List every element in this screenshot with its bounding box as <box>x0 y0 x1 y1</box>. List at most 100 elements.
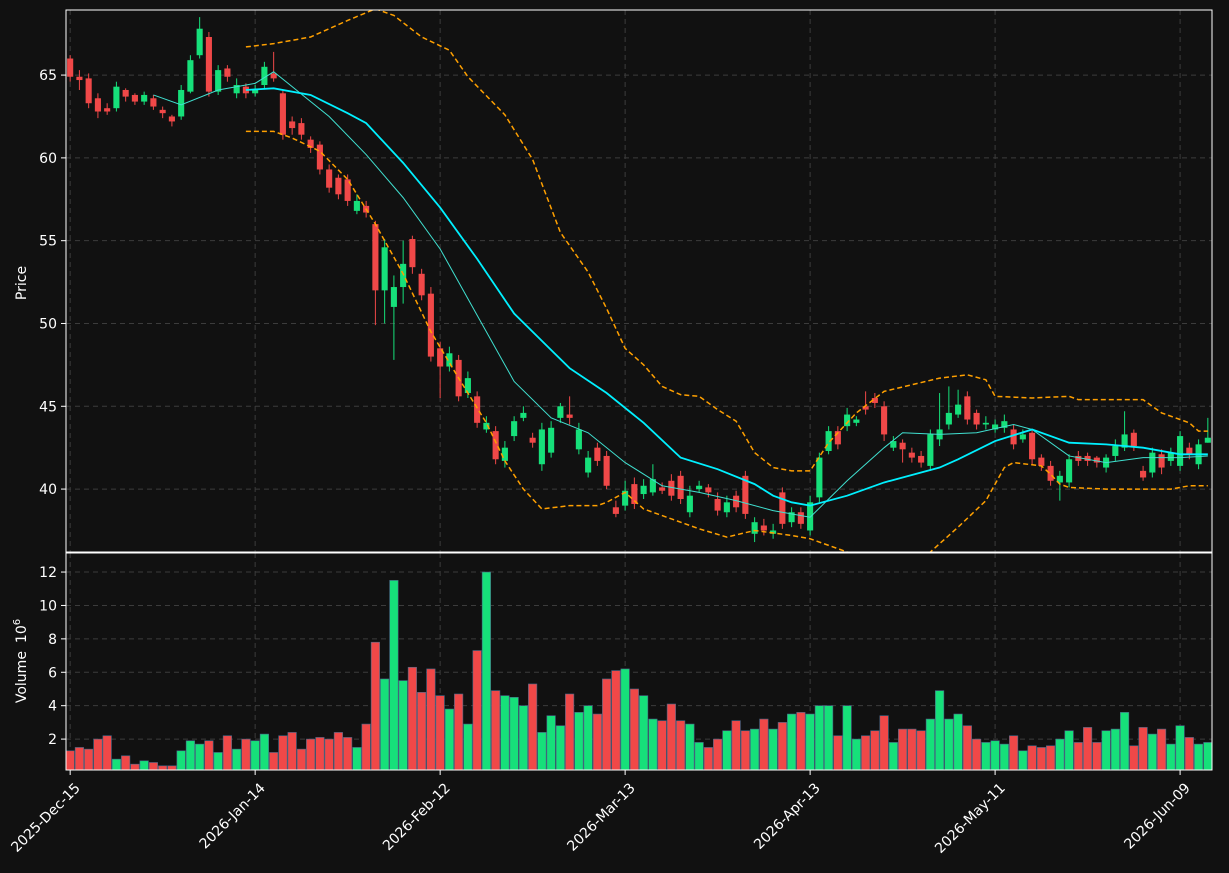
volume-bar <box>389 580 399 770</box>
volume-bar <box>777 722 787 770</box>
candle-body <box>427 293 434 357</box>
volume-bar <box>1073 742 1083 770</box>
candle-body <box>529 437 536 443</box>
candle-body <box>945 412 952 425</box>
candle-body <box>76 76 83 81</box>
candle-body <box>705 487 712 493</box>
candle-body <box>594 447 601 461</box>
volume-bar <box>213 752 223 770</box>
candle-body <box>955 404 962 415</box>
volume-bar <box>74 747 84 770</box>
candle-body <box>409 239 416 268</box>
volume-bar <box>648 718 658 770</box>
x-tick-label: 2025-Dec-15 <box>8 780 83 855</box>
candle-body <box>834 431 841 445</box>
candle-body <box>1158 454 1165 468</box>
candle-body <box>492 431 499 460</box>
candle-body <box>464 378 471 394</box>
volume-bar <box>1092 742 1102 770</box>
candle-body <box>964 396 971 420</box>
volume-y-tick-label: 8 <box>48 632 57 648</box>
candle-body <box>224 68 231 77</box>
y-tick-label: 45 <box>39 399 57 415</box>
candle-body <box>714 499 721 511</box>
volume-bar <box>528 683 538 770</box>
candle-body <box>603 455 610 486</box>
volume-bar <box>731 720 741 770</box>
volume-bar <box>592 713 602 770</box>
volume-bar <box>685 723 695 770</box>
volume-bar <box>1175 725 1185 770</box>
volume-bar <box>361 723 371 770</box>
volume-bar <box>426 668 436 770</box>
volume-bar <box>1110 728 1120 770</box>
volume-bar <box>916 730 926 770</box>
volume-bar <box>629 688 639 770</box>
candle-body <box>122 89 129 97</box>
candle-body <box>94 98 101 112</box>
candle-body <box>538 429 545 465</box>
y-tick-label: 60 <box>39 151 57 167</box>
y-tick-label: 65 <box>39 68 57 84</box>
candle-body <box>1066 459 1073 483</box>
volume-bar <box>944 718 954 770</box>
x-tick-label: 2026-Feb-12 <box>380 780 454 854</box>
volume-bar <box>935 690 945 770</box>
volume-bar <box>1138 727 1148 770</box>
volume-bar <box>611 670 621 770</box>
volume-bar <box>93 738 103 770</box>
volume-bar <box>546 715 556 770</box>
candle-body <box>446 353 453 367</box>
volume-bar <box>907 728 917 770</box>
candle-body <box>1149 452 1156 473</box>
volume-bar <box>176 750 186 770</box>
volume-bar <box>740 730 750 770</box>
candle-body <box>437 348 444 367</box>
candle-body <box>1010 429 1017 445</box>
volume-bar <box>565 693 575 770</box>
volume-bar <box>537 732 547 770</box>
volume-bar <box>925 718 935 770</box>
volume-bar <box>851 738 861 770</box>
candle-body <box>825 431 832 451</box>
volume-bar <box>1184 737 1194 770</box>
candle-body <box>649 479 656 493</box>
candle-body <box>973 412 980 425</box>
volume-bar <box>500 695 510 770</box>
volume-bar <box>694 742 704 770</box>
volume-bar <box>407 666 417 770</box>
volume-bar <box>879 715 889 770</box>
volume-bar <box>343 737 353 770</box>
volume-bar <box>759 718 769 770</box>
volume-bar <box>472 650 482 770</box>
volume-bar <box>1055 738 1065 770</box>
candle-body <box>585 457 592 473</box>
volume-bar <box>241 738 251 770</box>
candle-body <box>566 414 573 418</box>
overlay-line <box>245 87 1208 507</box>
volume-bar <box>1064 730 1074 770</box>
volume-bar <box>259 733 269 770</box>
candle-body <box>908 452 915 458</box>
volume-bar <box>148 762 158 770</box>
volume-bar <box>981 742 991 770</box>
candle-body <box>307 139 314 148</box>
candle-body <box>178 89 185 117</box>
candle-body <box>723 502 730 513</box>
candle-body <box>1047 465 1054 481</box>
volume-bar <box>796 712 806 770</box>
candle-body <box>261 66 268 86</box>
volume-bar <box>602 678 612 770</box>
volume-bar <box>315 737 325 770</box>
volume-bar <box>111 758 121 770</box>
volume-bar <box>1120 712 1130 770</box>
candle-body <box>289 121 296 129</box>
candle-body <box>1056 475 1063 483</box>
volume-bar <box>333 732 343 770</box>
candle-body <box>862 406 869 410</box>
volume-bar <box>454 693 464 770</box>
volume-bar <box>491 690 501 770</box>
candle-body <box>927 434 934 466</box>
volume-bar <box>1157 728 1167 770</box>
